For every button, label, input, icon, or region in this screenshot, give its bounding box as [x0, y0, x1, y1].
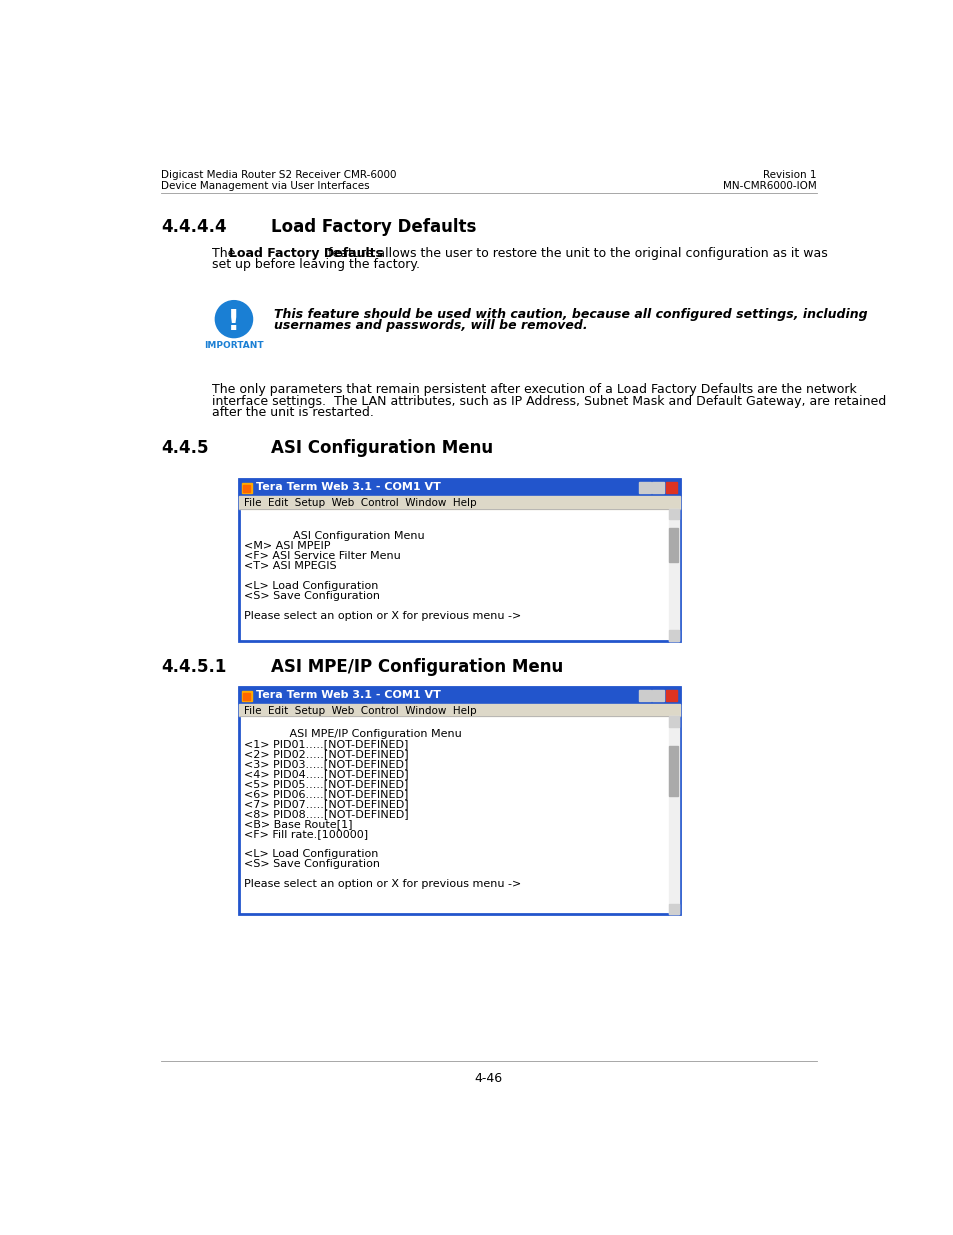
Bar [241, 692, 252, 701]
Text: ASI Configuration Menu: ASI Configuration Menu [271, 440, 493, 457]
Bar [668, 509, 679, 520]
Bar [243, 693, 250, 699]
Bar [239, 704, 679, 716]
Text: Please select an option or X for previous menu ->: Please select an option or X for previou… [244, 611, 520, 621]
Text: 4.4.4.4: 4.4.4.4 [161, 217, 227, 236]
Bar [665, 690, 677, 701]
Text: <M> ASI MPEIP: <M> ASI MPEIP [244, 541, 330, 551]
Bar [668, 904, 679, 914]
Text: 4-46: 4-46 [475, 1072, 502, 1086]
Text: ASI MPE/IP Configuration Menu: ASI MPE/IP Configuration Menu [244, 729, 461, 739]
Text: <7> PID07.....[NOT-DEFINED]: <7> PID07.....[NOT-DEFINED] [244, 799, 408, 809]
Bar [239, 687, 679, 704]
Text: !: ! [227, 309, 240, 336]
Bar [668, 716, 679, 727]
Bar [668, 716, 679, 914]
Text: <L> Load Configuration: <L> Load Configuration [244, 848, 378, 858]
Text: <1> PID01.....[NOT-DEFINED]: <1> PID01.....[NOT-DEFINED] [244, 739, 408, 748]
Text: <F> Fill rate.[100000]: <F> Fill rate.[100000] [244, 829, 368, 839]
Text: interface settings.  The LAN attributes, such as IP Address, Subnet Mask and Def: interface settings. The LAN attributes, … [212, 395, 885, 408]
Text: <5> PID05.....[NOT-DEFINED]: <5> PID05.....[NOT-DEFINED] [244, 779, 408, 789]
Text: usernames and passwords, will be removed.: usernames and passwords, will be removed… [274, 319, 587, 332]
Text: <S> Save Configuration: <S> Save Configuration [244, 858, 379, 869]
Text: 4.4.5.1: 4.4.5.1 [161, 658, 226, 676]
Bar [239, 496, 679, 509]
Text: <3> PID03.....[NOT-DEFINED]: <3> PID03.....[NOT-DEFINED] [244, 758, 408, 769]
Text: after the unit is restarted.: after the unit is restarted. [212, 406, 374, 419]
Text: ASI Configuration Menu: ASI Configuration Menu [244, 531, 424, 541]
Bar [239, 479, 679, 496]
Bar [652, 483, 663, 493]
Text: <S> Save Configuration: <S> Save Configuration [244, 592, 379, 601]
Text: <L> Load Configuration: <L> Load Configuration [244, 580, 378, 590]
Text: The: The [212, 247, 239, 259]
Text: The only parameters that remain persistent after execution of a Load Factory Def: The only parameters that remain persiste… [212, 383, 856, 396]
Text: 4.4.5: 4.4.5 [161, 440, 209, 457]
Text: File  Edit  Setup  Web  Control  Window  Help: File Edit Setup Web Control Window Help [244, 705, 476, 715]
Text: Device Management via User Interfaces: Device Management via User Interfaces [161, 180, 370, 190]
Text: Digicast Media Router S2 Receiver CMR-6000: Digicast Media Router S2 Receiver CMR-60… [161, 169, 396, 180]
Text: <6> PID06.....[NOT-DEFINED]: <6> PID06.....[NOT-DEFINED] [244, 789, 408, 799]
Bar [668, 509, 679, 641]
Bar [665, 483, 677, 493]
Text: ASI MPE/IP Configuration Menu: ASI MPE/IP Configuration Menu [271, 658, 563, 676]
Text: This feature should be used with caution, because all configured settings, inclu: This feature should be used with caution… [274, 308, 867, 321]
Bar [669, 529, 678, 562]
Bar [239, 479, 679, 641]
Text: <F> ASI Service Filter Menu: <F> ASI Service Filter Menu [244, 551, 400, 561]
Bar [243, 484, 250, 492]
Bar [652, 690, 663, 701]
Text: Tera Term Web 3.1 - COM1 VT: Tera Term Web 3.1 - COM1 VT [256, 483, 441, 493]
Circle shape [215, 300, 253, 337]
Bar [241, 483, 252, 493]
Text: Load Factory Defaults: Load Factory Defaults [229, 247, 383, 259]
Text: <B> Base Route[1]: <B> Base Route[1] [244, 819, 353, 829]
Text: <8> PID08.....[NOT-DEFINED]: <8> PID08.....[NOT-DEFINED] [244, 809, 408, 819]
Text: Please select an option or X for previous menu ->: Please select an option or X for previou… [244, 879, 520, 889]
Text: <T> ASI MPEGIS: <T> ASI MPEGIS [244, 561, 336, 571]
Bar [239, 687, 679, 914]
Text: set up before leaving the factory.: set up before leaving the factory. [212, 258, 420, 272]
Text: Revision 1: Revision 1 [762, 169, 816, 180]
Text: <2> PID02.....[NOT-DEFINED]: <2> PID02.....[NOT-DEFINED] [244, 748, 408, 758]
Text: IMPORTANT: IMPORTANT [204, 341, 263, 351]
Text: Load Factory Defaults: Load Factory Defaults [271, 217, 476, 236]
Text: Tera Term Web 3.1 - COM1 VT: Tera Term Web 3.1 - COM1 VT [256, 690, 441, 700]
Text: <4> PID04.....[NOT-DEFINED]: <4> PID04.....[NOT-DEFINED] [244, 769, 408, 779]
Bar [639, 690, 650, 701]
Text: MN-CMR6000-IOM: MN-CMR6000-IOM [722, 180, 816, 190]
Bar [639, 483, 650, 493]
Text: feature allows the user to restore the unit to the original configuration as it : feature allows the user to restore the u… [323, 247, 827, 259]
Bar [669, 746, 678, 795]
Text: File  Edit  Setup  Web  Control  Window  Help: File Edit Setup Web Control Window Help [244, 498, 476, 508]
Bar [668, 630, 679, 641]
